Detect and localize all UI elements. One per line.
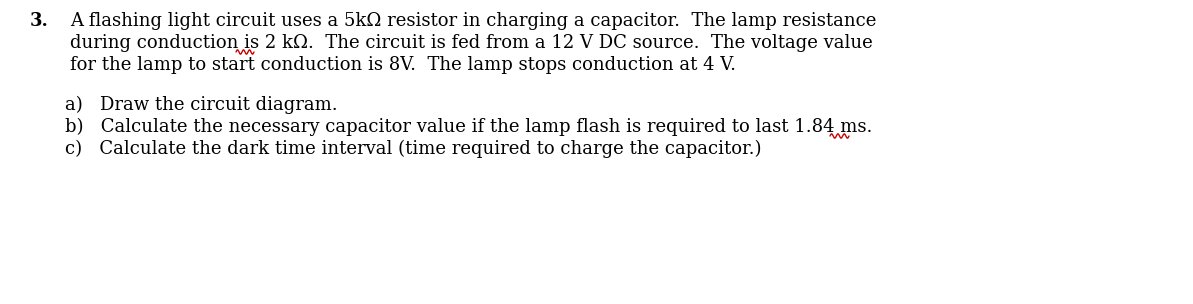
Text: during conduction is 2 kΩ.  The circuit is fed from a 12 V DC source.  The volta: during conduction is 2 kΩ. The circuit i… <box>70 34 873 52</box>
Text: c)   Calculate the dark time interval (time required to charge the capacitor.): c) Calculate the dark time interval (tim… <box>64 140 761 158</box>
Text: b)   Calculate the necessary capacitor value if the lamp flash is required to la: b) Calculate the necessary capacitor val… <box>64 118 872 136</box>
Text: a)   Draw the circuit diagram.: a) Draw the circuit diagram. <box>64 96 338 114</box>
Text: 3.: 3. <box>30 12 49 30</box>
Text: A flashing light circuit uses a 5kΩ resistor in charging a capacitor.  The lamp : A flashing light circuit uses a 5kΩ resi… <box>70 12 877 30</box>
Text: for the lamp to start conduction is 8V.  The lamp stops conduction at 4 V.: for the lamp to start conduction is 8V. … <box>70 56 736 74</box>
